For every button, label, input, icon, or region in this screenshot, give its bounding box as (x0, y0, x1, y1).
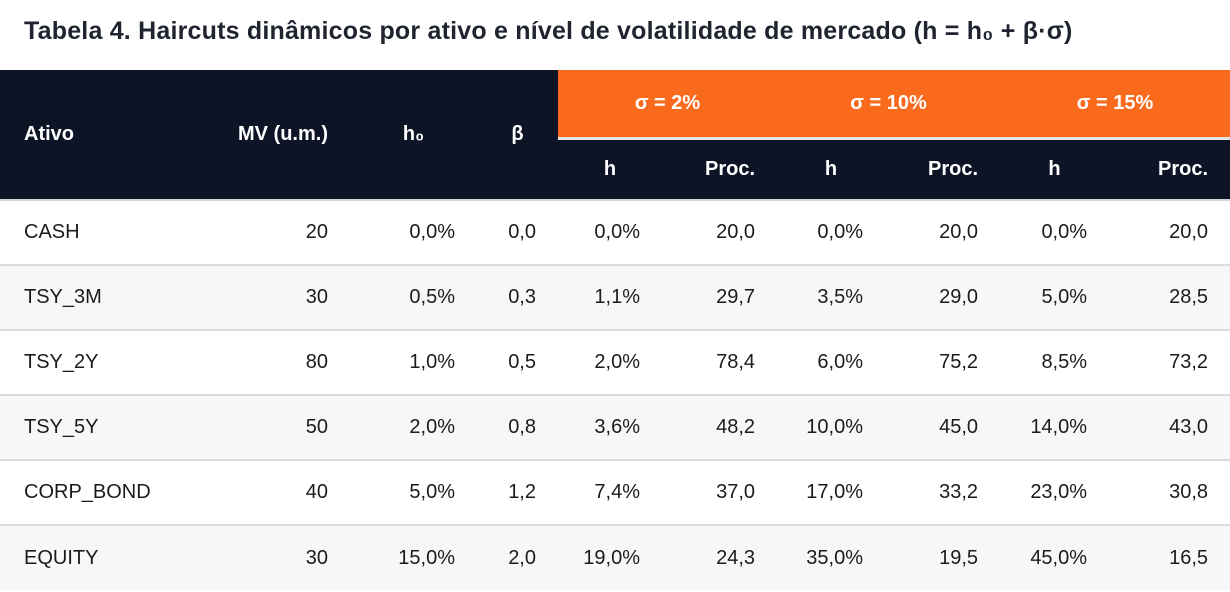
group-header-sigma-2: σ = 2% (558, 70, 778, 140)
cell-h0: 2,0% (350, 394, 477, 460)
cell-mv: 20 (238, 199, 350, 265)
cell-h0: 0,5% (350, 264, 477, 330)
subheader-h-sigma10: h (777, 138, 886, 200)
cell-h-sigma2: 7,4% (558, 459, 662, 525)
cell-h-sigma15: 8,5% (1000, 329, 1110, 395)
subheader-proc-sigma15: Proc. (1109, 138, 1230, 200)
table-row: TSY_5Y 50 2,0% 0,8 3,6% 48,2 10,0% 45,0 … (0, 394, 1230, 460)
table-row: TSY_2Y 80 1,0% 0,5 2,0% 78,4 6,0% 75,2 8… (0, 329, 1230, 395)
cell-h-sigma2: 1,1% (558, 264, 662, 330)
cell-h-sigma2: 3,6% (558, 394, 662, 460)
cell-mv: 50 (238, 394, 350, 460)
cell-mv: 40 (238, 459, 350, 525)
cell-h0: 5,0% (350, 459, 477, 525)
cell-beta: 1,2 (477, 459, 558, 525)
column-header-beta: β (477, 70, 558, 200)
cell-h-sigma10: 17,0% (777, 459, 886, 525)
cell-h-sigma2: 19,0% (558, 524, 662, 590)
cell-proc-sigma15: 73,2 (1109, 329, 1230, 395)
cell-h-sigma10: 10,0% (777, 394, 886, 460)
cell-proc-sigma15: 16,5 (1109, 524, 1230, 590)
cell-h0: 1,0% (350, 329, 477, 395)
subheader-h-sigma2: h (558, 138, 662, 200)
cell-ativo: CASH (0, 199, 238, 265)
cell-ativo: CORP_BOND (0, 459, 238, 525)
cell-beta: 0,5 (477, 329, 558, 395)
cell-proc-sigma2: 78,4 (662, 329, 778, 395)
cell-h-sigma15: 45,0% (1000, 524, 1110, 590)
subheader-h-sigma15: h (1000, 138, 1110, 200)
table-row: TSY_3M 30 0,5% 0,3 1,1% 29,7 3,5% 29,0 5… (0, 264, 1230, 330)
cell-beta: 0,8 (477, 394, 558, 460)
cell-proc-sigma10: 33,2 (885, 459, 1001, 525)
cell-ativo: TSY_5Y (0, 394, 238, 460)
cell-h-sigma10: 35,0% (777, 524, 886, 590)
cell-beta: 0,3 (477, 264, 558, 330)
group-header-sigma-15: σ = 15% (1000, 70, 1230, 140)
cell-mv: 30 (238, 524, 350, 590)
cell-proc-sigma2: 24,3 (662, 524, 778, 590)
cell-proc-sigma15: 43,0 (1109, 394, 1230, 460)
cell-proc-sigma15: 20,0 (1109, 199, 1230, 265)
cell-proc-sigma10: 45,0 (885, 394, 1001, 460)
header-row-sub: h Proc. h Proc. h Proc. (0, 138, 1230, 200)
cell-h-sigma15: 23,0% (1000, 459, 1110, 525)
cell-h0: 0,0% (350, 199, 477, 265)
table-row: CASH 20 0,0% 0,0 0,0% 20,0 0,0% 20,0 0,0… (0, 199, 1230, 265)
cell-h-sigma15: 0,0% (1000, 199, 1110, 265)
cell-proc-sigma10: 19,5 (885, 524, 1001, 590)
table-row: EQUITY 30 15,0% 2,0 19,0% 24,3 35,0% 19,… (0, 524, 1230, 590)
table-row: CORP_BOND 40 5,0% 1,2 7,4% 37,0 17,0% 33… (0, 459, 1230, 525)
cell-proc-sigma10: 29,0 (885, 264, 1001, 330)
column-header-mv: MV (u.m.) (238, 70, 350, 200)
cell-h-sigma2: 0,0% (558, 199, 662, 265)
cell-proc-sigma10: 75,2 (885, 329, 1001, 395)
cell-proc-sigma2: 37,0 (662, 459, 778, 525)
cell-h-sigma10: 3,5% (777, 264, 886, 330)
cell-ativo: EQUITY (0, 524, 238, 590)
cell-h-sigma10: 0,0% (777, 199, 886, 265)
cell-proc-sigma15: 28,5 (1109, 264, 1230, 330)
group-header-sigma-10: σ = 10% (777, 70, 1001, 140)
cell-h-sigma15: 5,0% (1000, 264, 1110, 330)
haircuts-table: Ativo MV (u.m.) h₀ β σ = 2% σ = 10% σ = … (0, 70, 1230, 590)
cell-h-sigma2: 2,0% (558, 329, 662, 395)
cell-beta: 0,0 (477, 199, 558, 265)
column-header-h0: h₀ (350, 70, 477, 200)
table-caption: Tabela 4. Haircuts dinâmicos por ativo e… (24, 17, 1073, 45)
subheader-proc-sigma2: Proc. (662, 138, 778, 200)
cell-mv: 30 (238, 264, 350, 330)
cell-ativo: TSY_3M (0, 264, 238, 330)
cell-beta: 2,0 (477, 524, 558, 590)
subheader-proc-sigma10: Proc. (885, 138, 1001, 200)
cell-h-sigma10: 6,0% (777, 329, 886, 395)
cell-h0: 15,0% (350, 524, 477, 590)
cell-proc-sigma10: 20,0 (885, 199, 1001, 265)
column-header-ativo: Ativo (0, 70, 238, 200)
cell-h-sigma15: 14,0% (1000, 394, 1110, 460)
cell-proc-sigma15: 30,8 (1109, 459, 1230, 525)
cell-proc-sigma2: 29,7 (662, 264, 778, 330)
header-row-groups: Ativo MV (u.m.) h₀ β σ = 2% σ = 10% σ = … (0, 70, 1230, 200)
cell-proc-sigma2: 48,2 (662, 394, 778, 460)
cell-ativo: TSY_2Y (0, 329, 238, 395)
cell-proc-sigma2: 20,0 (662, 199, 778, 265)
cell-mv: 80 (238, 329, 350, 395)
